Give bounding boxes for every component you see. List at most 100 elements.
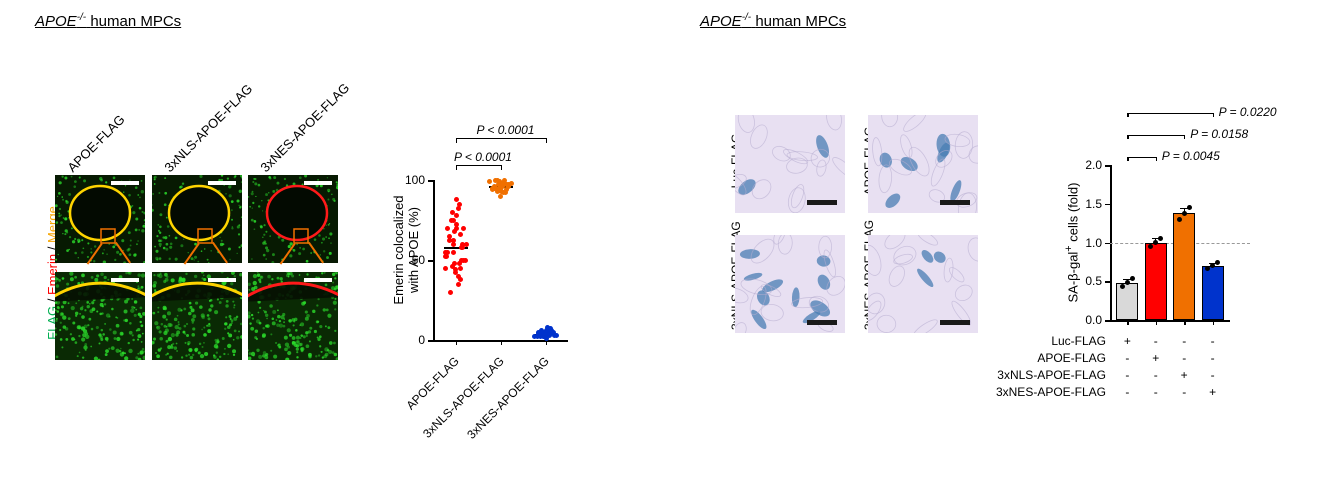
pval-bracket xyxy=(501,165,502,170)
scatter-point xyxy=(458,266,463,271)
bar-1 xyxy=(1145,243,1167,321)
treatment-name: APOE-FLAG xyxy=(969,351,1106,365)
scatter-point xyxy=(504,187,509,192)
col-label-0: APOE-FLAG xyxy=(64,112,127,175)
y-tick xyxy=(1105,204,1110,206)
scatter-point xyxy=(451,250,456,255)
treatment-cell: - xyxy=(1176,385,1192,399)
scale-bar xyxy=(807,320,837,325)
scatter-point xyxy=(448,290,453,295)
scatter-point xyxy=(498,186,503,191)
fluorescence-image-zoom-1 xyxy=(152,272,242,360)
scatter-point xyxy=(463,258,468,263)
bar-3 xyxy=(1202,266,1224,320)
scale-bar xyxy=(940,320,970,325)
bar-point xyxy=(1182,211,1187,216)
treatment-cell: - xyxy=(1176,334,1192,348)
x-tick xyxy=(1156,320,1158,325)
pval-bracket xyxy=(456,165,501,166)
scatter-point xyxy=(487,179,492,184)
scatter-point xyxy=(456,206,461,211)
scale-bar xyxy=(304,278,332,282)
sa-bgal-image-2 xyxy=(735,235,845,333)
scatter-point xyxy=(509,181,514,186)
scatter-point xyxy=(450,210,455,215)
sa-bgal-image-0 xyxy=(735,115,845,213)
treatment-cell: + xyxy=(1176,368,1192,382)
bar-point xyxy=(1158,236,1163,241)
scatter-point xyxy=(495,178,500,183)
scale-bar xyxy=(208,278,236,282)
fluorescence-image-zoom-0 xyxy=(55,272,145,360)
scatter-x-label: 3xNES-APOE-FLAG xyxy=(542,354,552,364)
pval-bracket xyxy=(1127,157,1155,158)
pval-bracket xyxy=(1127,135,1184,136)
treatment-cell: + xyxy=(1148,351,1164,365)
treatment-name: Luc-FLAG xyxy=(969,334,1106,348)
pval-bracket xyxy=(546,138,547,143)
x-tick xyxy=(1184,320,1186,325)
y-tick-label: 0 xyxy=(395,333,425,347)
treatment-name: 3xNES-APOE-FLAG xyxy=(969,385,1106,399)
treatment-cell: - xyxy=(1205,351,1221,365)
scatter-point xyxy=(458,232,463,237)
scatter-point xyxy=(456,282,461,287)
scatter-point xyxy=(460,242,465,247)
pval-bracket xyxy=(1184,135,1185,139)
scatter-x-label: APOE-FLAG xyxy=(452,354,462,364)
treatment-cell: - xyxy=(1148,334,1164,348)
sa-bgal-image-1 xyxy=(868,115,978,213)
pval-label: P = 0.0158 xyxy=(1190,127,1248,141)
scale-bar xyxy=(807,200,837,205)
treatment-cell: - xyxy=(1119,351,1135,365)
y-tick xyxy=(428,260,433,262)
treatment-name: 3xNLS-APOE-FLAG xyxy=(969,368,1106,382)
treatment-cell: - xyxy=(1148,385,1164,399)
col-label-2: 3xNES-APOE-FLAG xyxy=(257,80,352,175)
scatter-y-label: Emerin colocalizedwith APOE (%) xyxy=(391,165,421,335)
pval-label: P < 0.0001 xyxy=(466,123,546,137)
scale-bar xyxy=(208,181,236,185)
scatter-point xyxy=(541,334,546,339)
y-tick xyxy=(428,340,433,342)
treatment-cell: - xyxy=(1205,334,1221,348)
scatter-point xyxy=(545,325,550,330)
fluorescence-image-top-2 xyxy=(248,175,338,263)
sa-bgal-image-3 xyxy=(868,235,978,333)
pval-label: P = 0.0220 xyxy=(1219,105,1277,119)
x-tick xyxy=(1213,320,1215,325)
bar-point xyxy=(1187,205,1192,210)
fluorescence-image-zoom-2 xyxy=(248,272,338,360)
bar-0 xyxy=(1116,283,1138,320)
pval-bracket xyxy=(456,165,457,170)
pval-bracket xyxy=(456,138,457,143)
bar-chart: 0.00.51.01.52.0SA-β-gal+ cells (fold)P =… xyxy=(1055,65,1330,395)
scatter-point xyxy=(461,226,466,231)
x-tick xyxy=(501,340,503,345)
col-label-1: 3xNLS-APOE-FLAG xyxy=(161,81,255,175)
fluorescence-image-top-0 xyxy=(55,175,145,263)
treatment-cell: - xyxy=(1119,368,1135,382)
scale-bar xyxy=(940,200,970,205)
pval-bracket xyxy=(1127,113,1212,114)
scatter-point xyxy=(445,226,450,231)
y-tick xyxy=(1105,320,1110,322)
bar-point xyxy=(1177,217,1182,222)
scatter-point xyxy=(452,261,457,266)
left-panel-title: APOE-/- human MPCs xyxy=(35,12,181,30)
x-tick xyxy=(456,340,458,345)
pval-bracket xyxy=(1127,113,1128,117)
y-tick xyxy=(1105,165,1110,167)
scatter-point xyxy=(443,266,448,271)
pval-bracket xyxy=(1156,157,1157,161)
bar-y-label: SA-β-gal+ cells (fold) xyxy=(1063,165,1080,320)
y-axis xyxy=(433,180,435,340)
pval-label: P = 0.0045 xyxy=(1162,149,1220,163)
treatment-cell: - xyxy=(1205,368,1221,382)
fluorescence-image-top-1 xyxy=(152,175,242,263)
bar-point xyxy=(1130,276,1135,281)
scatter-point xyxy=(453,267,458,272)
scatter-point xyxy=(454,197,459,202)
pval-bracket xyxy=(456,138,546,139)
scatter-point xyxy=(457,202,462,207)
